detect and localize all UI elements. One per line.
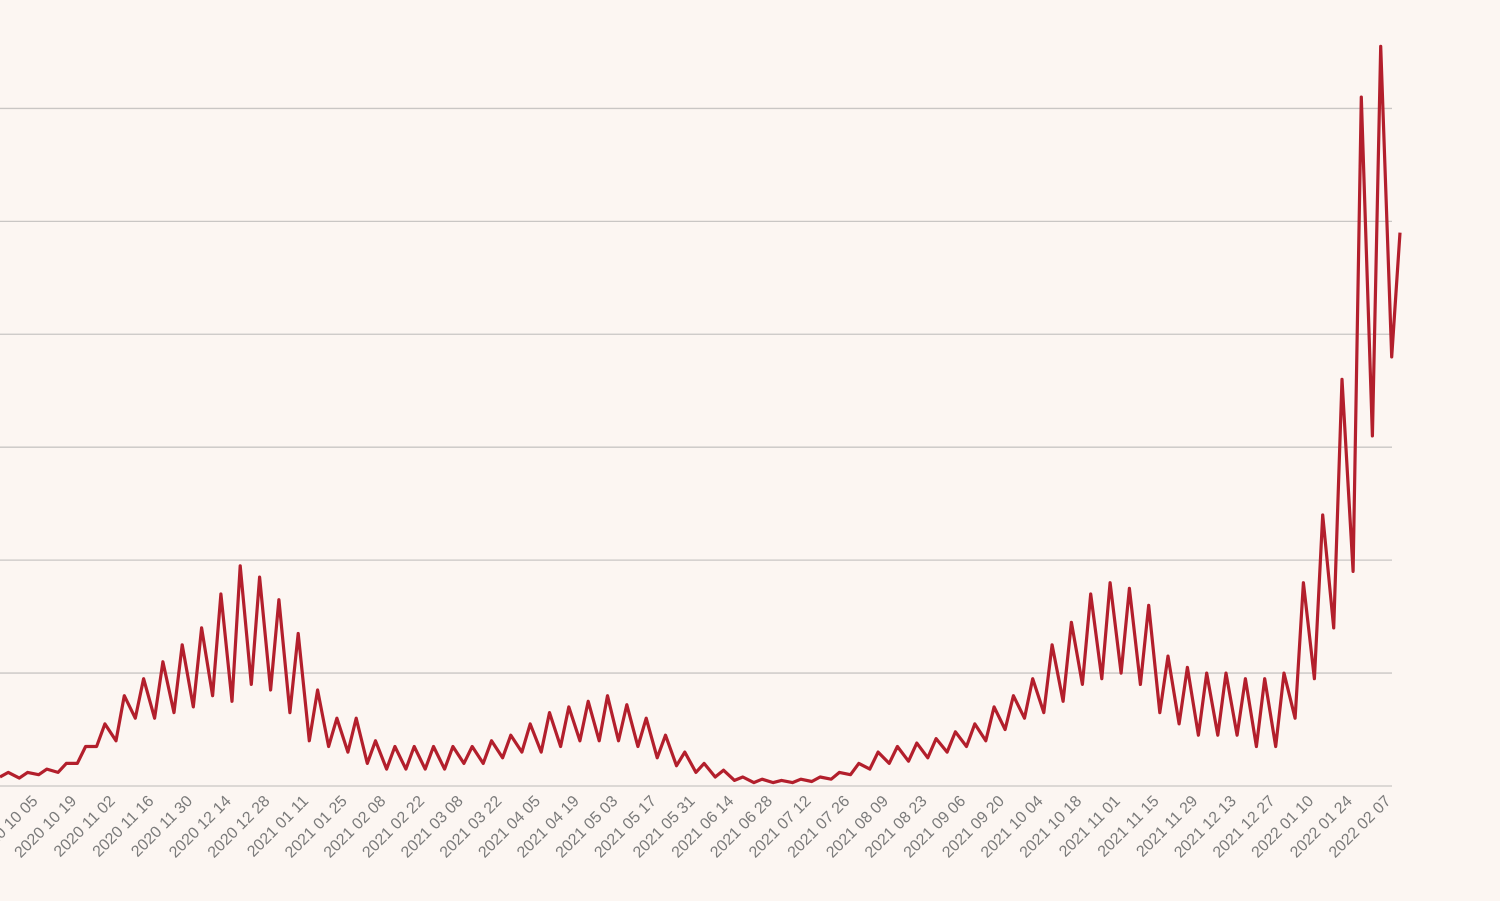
data-line (0, 44, 1402, 785)
